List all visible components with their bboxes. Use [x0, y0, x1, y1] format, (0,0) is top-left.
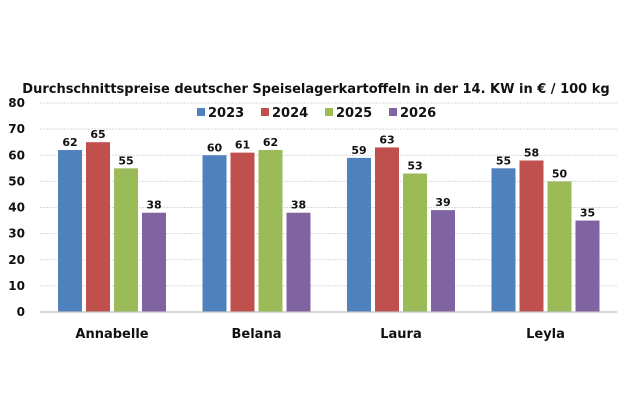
- chart-title: Durchschnittspreise deutscher Speiselage…: [22, 82, 609, 97]
- y-tick-label: 80: [8, 96, 25, 110]
- data-label: 58: [524, 146, 539, 159]
- x-category-label: Belana: [232, 327, 282, 342]
- bar-2026-leyla: [575, 220, 600, 312]
- bar-2024-belana: [230, 152, 255, 312]
- legend-label: 2025: [336, 106, 372, 121]
- data-label: 62: [263, 136, 278, 149]
- bar-2023-annabelle: [58, 150, 82, 312]
- data-label: 39: [435, 196, 450, 209]
- bar-2026-belana: [286, 212, 311, 312]
- y-tick-label: 10: [8, 279, 25, 293]
- data-label: 35: [580, 207, 595, 220]
- y-tick-label: 0: [17, 305, 25, 319]
- legend-label: 2023: [208, 106, 244, 121]
- bar-2024-laura: [375, 147, 399, 312]
- x-category-label: Leyla: [526, 327, 565, 342]
- y-tick-label: 20: [8, 253, 25, 267]
- data-label: 59: [351, 144, 366, 157]
- data-label: 61: [235, 139, 250, 152]
- data-label: 63: [379, 133, 394, 146]
- legend-label: 2026: [400, 106, 436, 121]
- x-axis-categories: Annabelle Belana Laura Leyla: [75, 327, 565, 342]
- legend-swatch-2024: [261, 108, 269, 116]
- bar-2025-annabelle: [114, 168, 138, 312]
- bar-2024-leyla: [519, 160, 544, 312]
- y-axis-ticks: 0 10 20 30 40 50 60 70 80: [8, 96, 25, 319]
- bar-2025-laura: [403, 173, 427, 312]
- bar-2026-annabelle: [142, 212, 166, 312]
- data-label: 62: [62, 136, 77, 149]
- y-tick-label: 60: [8, 148, 25, 162]
- data-labels: 62 65 55 38 60 61 62 38 59 63 53 39 55 58 50 35: [62, 128, 595, 219]
- x-category-label: Annabelle: [75, 327, 148, 342]
- legend-label: 2024: [272, 106, 308, 121]
- y-tick-label: 40: [8, 201, 25, 215]
- data-label: 55: [118, 154, 133, 167]
- legend: 2023 2024 2025 2026: [197, 106, 436, 121]
- y-tick-label: 70: [8, 122, 25, 136]
- bar-2025-leyla: [547, 181, 572, 312]
- data-label: 38: [291, 199, 306, 212]
- legend-swatch-2025: [325, 108, 333, 116]
- data-label: 53: [407, 160, 422, 173]
- data-label: 60: [207, 141, 223, 154]
- data-label: 38: [146, 199, 161, 212]
- bar-2024-annabelle: [86, 142, 110, 312]
- data-label: 55: [496, 154, 511, 167]
- legend-swatch-2023: [197, 108, 205, 116]
- bar-2023-laura: [347, 157, 371, 312]
- data-label: 65: [90, 128, 105, 141]
- legend-swatch-2026: [389, 108, 397, 116]
- data-label: 50: [552, 167, 568, 180]
- x-category-label: Laura: [380, 327, 422, 342]
- y-tick-label: 30: [8, 227, 25, 241]
- bar-2023-leyla: [491, 168, 516, 312]
- bar-2025-belana: [258, 150, 283, 312]
- bars: [58, 142, 600, 312]
- bar-2023-belana: [202, 155, 227, 312]
- y-tick-label: 50: [8, 174, 25, 188]
- bar-2026-laura: [431, 210, 455, 312]
